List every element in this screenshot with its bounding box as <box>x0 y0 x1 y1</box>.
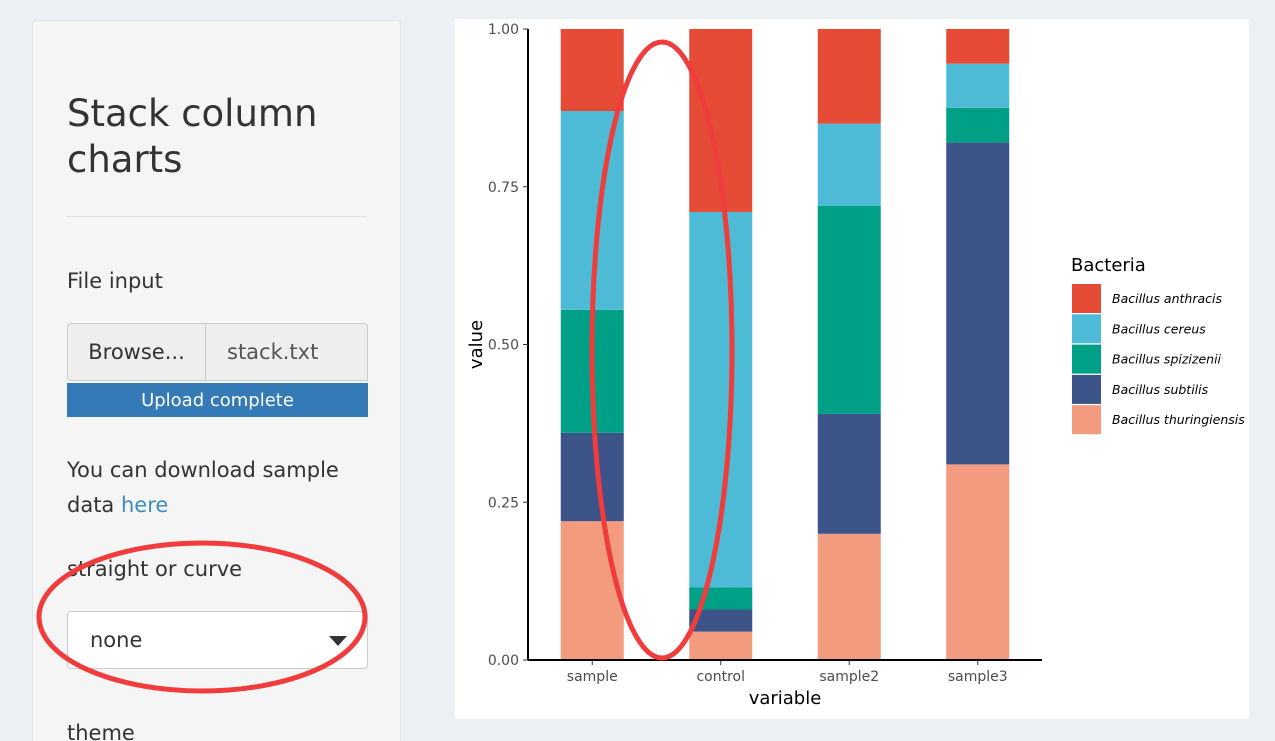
sidebar-panel: Stack column charts File input Browse...… <box>32 20 401 741</box>
legend-entry: Bacillus subtilis <box>1112 382 1209 397</box>
y-tick-label: 1.00 <box>488 22 519 38</box>
download-text-label: You can download sample data <box>67 458 339 517</box>
file-input-group: Browse... stack.txt <box>67 323 368 381</box>
x-tick-label: sample2 <box>819 669 879 685</box>
legend-title: Bacteria <box>1071 255 1146 276</box>
bar-segment <box>689 587 753 610</box>
bar-segment <box>560 309 624 433</box>
page-title: Stack column charts <box>67 92 318 181</box>
download-text: You can download sample data here <box>67 453 367 523</box>
legend-swatch <box>1072 344 1101 374</box>
bar-segment <box>946 29 1010 64</box>
x-tick-label: sample3 <box>948 669 1008 685</box>
x-tick-label: control <box>696 669 745 685</box>
bar-segment <box>560 432 624 522</box>
x-axis-title: variable <box>749 688 822 709</box>
legend-swatch <box>1072 374 1101 404</box>
legend-entry: Bacillus spizizenii <box>1112 352 1222 367</box>
plot-panel: sample control sample2 sample3 0.00 0.25 0.50 0… <box>455 19 1249 719</box>
bar-segment <box>560 521 624 660</box>
legend-swatch <box>1072 284 1101 313</box>
legend-swatch <box>1072 314 1101 344</box>
y-tick-label: 0.25 <box>488 495 519 511</box>
download-link[interactable]: here <box>120 493 169 517</box>
y-tick-label: 0.50 <box>488 338 519 354</box>
bar-segment <box>817 533 881 660</box>
bar-segment <box>689 631 753 660</box>
bar-segment <box>689 211 753 588</box>
legend-entry: Bacillus thuringiensis <box>1112 412 1245 427</box>
bar-segment <box>689 609 753 632</box>
divider <box>67 216 367 217</box>
y-tick-label: 0.75 <box>488 180 519 196</box>
straight-curve-select[interactable]: none <box>67 611 368 669</box>
select-value: none <box>90 628 143 652</box>
bar-segment <box>689 29 753 212</box>
y-axis-title: value <box>466 320 487 369</box>
bar-segment <box>817 29 881 124</box>
bar-segment <box>560 29 624 112</box>
legend-entry: Bacillus cereus <box>1112 321 1206 336</box>
bar-segment <box>946 63 1010 108</box>
chevron-down-icon <box>329 636 347 646</box>
bar-segment <box>946 464 1010 660</box>
y-tick-label: 0.00 <box>488 653 519 669</box>
legend-swatch <box>1072 405 1101 435</box>
theme-label: theme <box>67 721 135 741</box>
browse-button[interactable]: Browse... <box>67 323 206 381</box>
bar-segment <box>946 107 1010 143</box>
bar-segment <box>946 142 1010 465</box>
stacked-bar-chart: sample control sample2 sample3 0.00 0.25 0.50 0… <box>466 22 1245 709</box>
bar-segment <box>817 123 881 206</box>
bar-segment <box>560 111 624 310</box>
x-tick-label: sample <box>567 669 618 685</box>
file-name-field[interactable]: stack.txt <box>206 323 368 381</box>
bar-segment <box>817 413 881 534</box>
straight-curve-label: straight or curve <box>67 557 243 581</box>
bar-segment <box>817 205 881 414</box>
legend-entry: Bacillus anthracis <box>1112 291 1222 306</box>
upload-progress-bar: Upload complete <box>67 383 368 417</box>
file-input-label: File input <box>67 269 163 293</box>
